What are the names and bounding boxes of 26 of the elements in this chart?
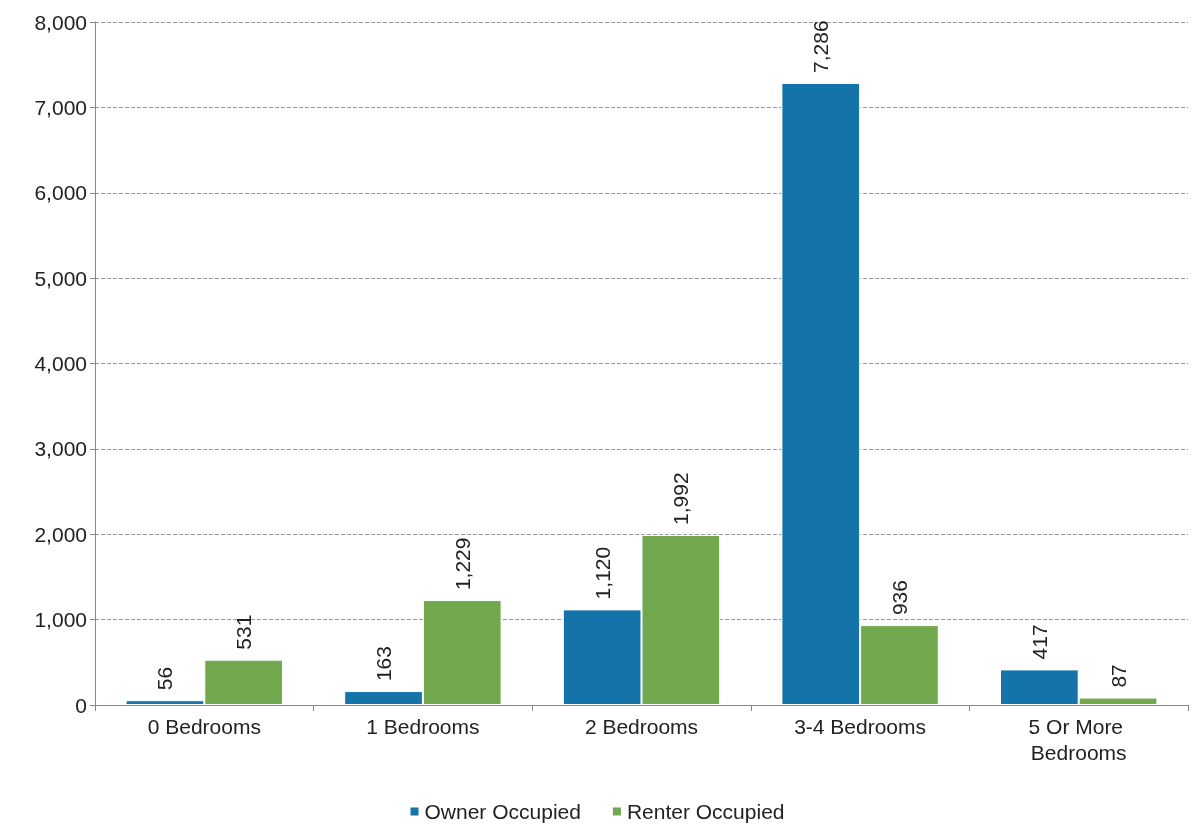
data-label: 531 [232,614,256,650]
data-label: 87 [1106,664,1130,688]
y-tick-label: 6,000 [34,181,87,205]
x-tick-label: 0 Bedrooms [147,714,261,738]
y-tick-label: 1,000 [34,608,87,632]
legend-label: Renter Occupied [626,800,785,823]
y-tick-label: 2,000 [34,522,87,546]
data-label: 417 [1027,624,1051,660]
y-tick-label: 4,000 [34,352,87,375]
x-tick-label: 3-4 Bedrooms [794,714,927,738]
y-tick-label: 3,000 [34,437,87,461]
x-tick-label: 2 Bedrooms [584,714,699,738]
data-label: 56 [153,666,177,691]
data-label: 1,992 [669,472,693,525]
data-label: 1,229 [450,537,474,591]
y-tick-label: 0 [75,693,87,717]
data-label: 7,286 [809,20,833,73]
data-label: 1,120 [590,546,614,600]
x-tick-label: 1 Bedrooms [366,714,480,738]
data-label: 936 [887,580,911,616]
legend-label: Owner Occupied [424,800,581,823]
data-label: 163 [372,646,396,682]
y-tick-label: 8,000 [34,10,87,34]
y-tick-label: 7,000 [34,95,87,119]
y-tick-label: 5,000 [34,266,87,290]
x-tick-label: 5 Or More Bedrooms [1028,714,1129,764]
